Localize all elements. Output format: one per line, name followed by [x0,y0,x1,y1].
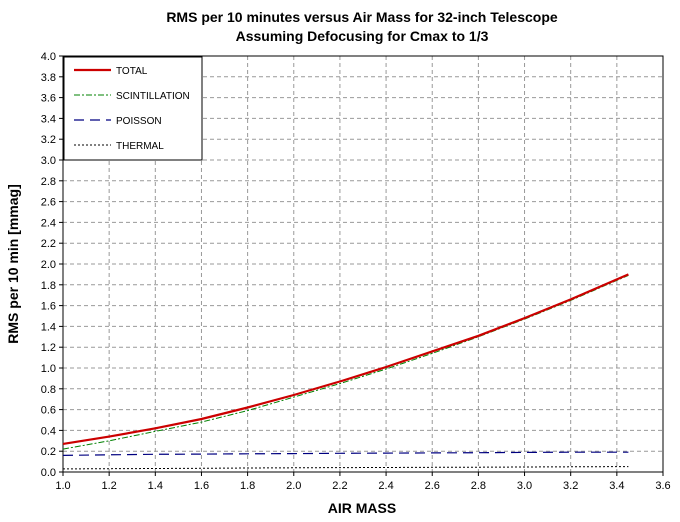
legend-label-total: TOTAL [116,66,148,77]
x-tick-label: 2.8 [471,480,486,492]
x-tick-label: 1.6 [194,480,209,492]
y-tick-label: 2.4 [41,217,56,229]
x-tick-label: 1.2 [102,480,117,492]
x-tick-label: 2.6 [425,480,440,492]
y-tick-label: 1.4 [41,321,56,333]
y-tick-label: 2.8 [41,176,56,188]
plot-border [62,55,664,473]
y-tick-label: 4.0 [41,51,56,63]
x-tick-label: 3.2 [563,480,578,492]
y-tick-label: 3.6 [41,93,56,105]
y-tick-label: 1.6 [41,301,56,313]
legend-box [63,56,203,161]
x-tick-label: 3.4 [609,480,624,492]
y-tick-label: 0.0 [41,467,56,479]
y-axis-label: RMS per 10 min [mmag] [5,184,21,343]
x-tick-label: 2.4 [378,480,393,492]
x-tick-label: 1.4 [148,480,163,492]
x-tick-label: 3.0 [517,480,532,492]
x-axis-label: AIR MASS [328,500,396,516]
x-tick-label: 2.0 [286,480,301,492]
y-tick-label: 3.8 [41,72,56,84]
y-tick-label: 1.8 [41,280,56,292]
y-tick-label: 3.4 [41,113,56,125]
x-tick-label: 2.2 [332,480,347,492]
legend-label-poisson: POISSON [116,116,162,127]
x-tick-label: 3.6 [655,480,670,492]
y-tick-label: 1.2 [41,342,56,354]
y-tick-label: 1.0 [41,363,56,375]
legend: TOTAL SCINTILLATION POISSON THERMAL [63,56,203,161]
series-line-total [62,273,629,445]
chart-title: RMS per 10 minutes versus Air Mass for 3… [166,9,558,25]
x-tick-label: 1.8 [240,480,255,492]
y-tick-label: 2.0 [41,259,56,271]
y-tick-label: 0.2 [41,446,56,458]
y-tick-label: 0.6 [41,405,56,417]
chart-subtitle: Assuming Defocusing for Cmax to 1/3 [236,28,489,44]
y-tick-label: 2.2 [41,238,56,250]
y-tick-label: 3.0 [41,155,56,167]
x-tick-label: 1.0 [55,480,70,492]
series-line-thermal [62,466,629,470]
y-tick-label: 0.8 [41,384,56,396]
y-tick-label: 0.4 [41,425,56,437]
series-line-poisson [62,451,629,456]
y-tick-label: 2.6 [41,197,56,209]
legend-label-thermal: THERMAL [116,141,164,152]
legend-label-scintillation: SCINTILLATION [116,91,190,102]
y-tick-label: 3.2 [41,134,56,146]
